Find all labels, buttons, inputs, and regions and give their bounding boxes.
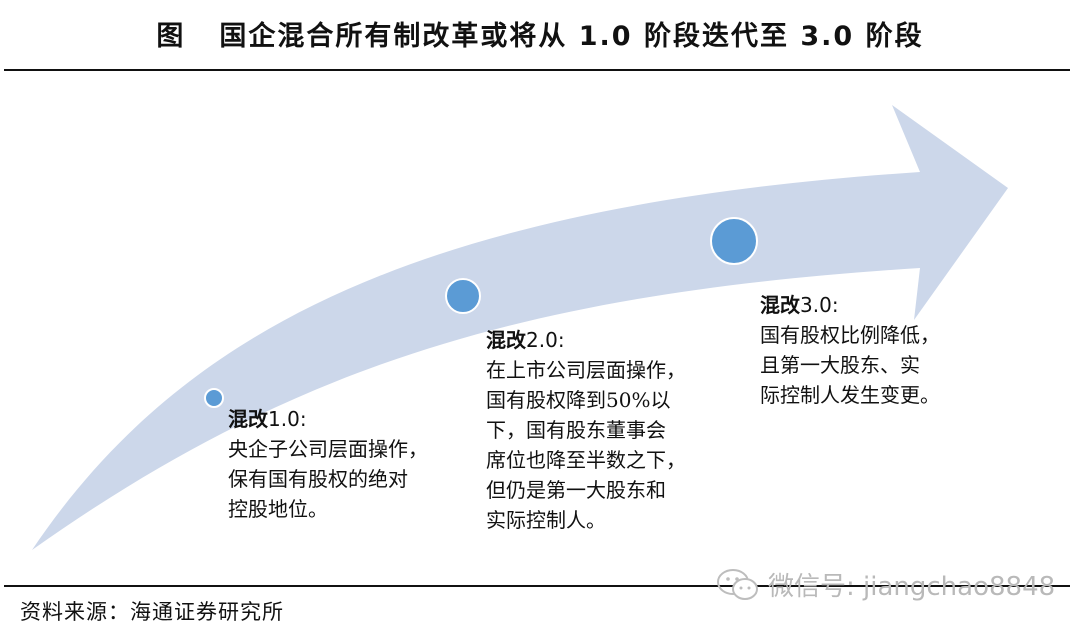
stage-1-head: 混改	[228, 407, 268, 431]
stage-3-line: 国有股权比例降低，	[760, 323, 940, 347]
stage-2-line: 席位也降至半数之下，	[486, 448, 686, 472]
stage-3-line: 际控制人发生变更。	[760, 383, 940, 407]
stage-1-version: 1.0	[268, 407, 300, 431]
stage-2-line: 实际控制人。	[486, 508, 606, 532]
stage-2-line: 国有股权降到50%以	[486, 388, 671, 412]
figure-title-text: 国企混合所有制改革或将从 1.0 阶段迭代至 3.0 阶段	[219, 21, 924, 52]
stage-2-line: 在上市公司层面操作，	[486, 358, 686, 382]
wechat-icon	[717, 568, 758, 600]
stage-2-version: 2.0	[526, 328, 558, 352]
stage-3-line: 且第一大股东、实	[760, 353, 920, 377]
top-rule	[4, 69, 1070, 71]
stage-2-heading: 混改2.0:	[486, 325, 686, 355]
bottom-rule	[4, 585, 1070, 587]
stage-2-head: 混改	[486, 328, 526, 352]
stage-3-heading: 混改3.0:	[760, 290, 940, 320]
stage-2-line: 下，国有股东董事会	[486, 418, 666, 442]
stage-1-line: 控股地位。	[228, 497, 328, 521]
stage-1-line: 保有国有股权的绝对	[228, 467, 408, 491]
figure-title: 图 国企混合所有制改革或将从 1.0 阶段迭代至 3.0 阶段	[0, 14, 1080, 53]
stage-3-text: 混改3.0: 国有股权比例降低， 且第一大股东、实 际控制人发生变更。	[760, 290, 940, 410]
stage-3-version: 3.0	[800, 293, 832, 317]
stage-1-dot	[204, 388, 224, 408]
stage-2-line: 但仍是第一大股东和	[486, 478, 666, 502]
stage-3-dot	[710, 217, 758, 265]
stage-3-head: 混改	[760, 293, 800, 317]
stage-2-text: 混改2.0: 在上市公司层面操作， 国有股权降到50%以 下，国有股东董事会 席…	[486, 325, 686, 535]
stage-1-text: 混改1.0: 央企子公司层面操作， 保有国有股权的绝对 控股地位。	[228, 404, 428, 524]
stage-3-colon: :	[831, 293, 839, 317]
stage-2-dot	[445, 278, 481, 314]
source-note: 资料来源：海通证券研究所	[20, 600, 284, 624]
figure-label: 图	[156, 21, 186, 52]
watermark: 微信号: jiangchao8848	[716, 566, 1055, 603]
watermark-text: 微信号: jiangchao8848	[768, 572, 1056, 602]
stage-1-heading: 混改1.0:	[228, 404, 428, 434]
stage-2-colon: :	[557, 328, 565, 352]
stage-1-colon: :	[299, 407, 307, 431]
stage-1-line: 央企子公司层面操作，	[228, 437, 428, 461]
progress-arrow	[32, 105, 1008, 550]
